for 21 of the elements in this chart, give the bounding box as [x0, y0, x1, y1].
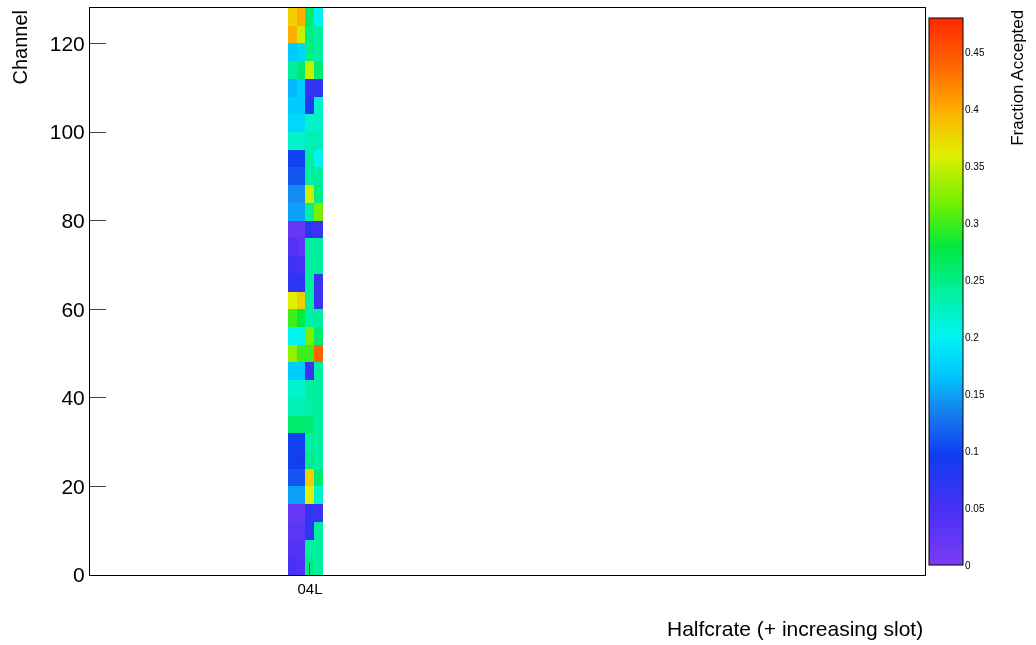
x-axis-title: Halfcrate (+ increasing slot) — [667, 617, 924, 640]
color-bar-label: 0.4 — [965, 103, 980, 115]
color-bar-label: 0 — [965, 559, 971, 571]
y-tick-label: 0 — [73, 563, 85, 587]
y-tick-label: 40 — [61, 386, 85, 410]
color-bar-label: 0.1 — [965, 445, 980, 457]
y-tick-label: 100 — [49, 120, 85, 144]
color-bar-label: 0.45 — [965, 46, 985, 58]
y-axis-title: Channel — [8, 10, 31, 85]
x-tick-label: 04L — [297, 580, 323, 597]
color-bar-label: 0.15 — [965, 388, 985, 400]
y-tick-label: 20 — [61, 474, 85, 498]
color-bar-label: 0.2 — [965, 331, 980, 343]
y-tick-label: 80 — [61, 208, 85, 232]
color-bar-title: Fraction Accepted — [1007, 9, 1027, 146]
y-tick-label: 60 — [61, 297, 85, 321]
color-bar-label: 0.25 — [965, 274, 985, 286]
color-bar-label: 0.35 — [965, 160, 985, 172]
color-bar-label: 0.05 — [965, 502, 985, 514]
y-tick-label: 120 — [49, 31, 85, 55]
color-bar-label: 0.3 — [965, 217, 980, 229]
